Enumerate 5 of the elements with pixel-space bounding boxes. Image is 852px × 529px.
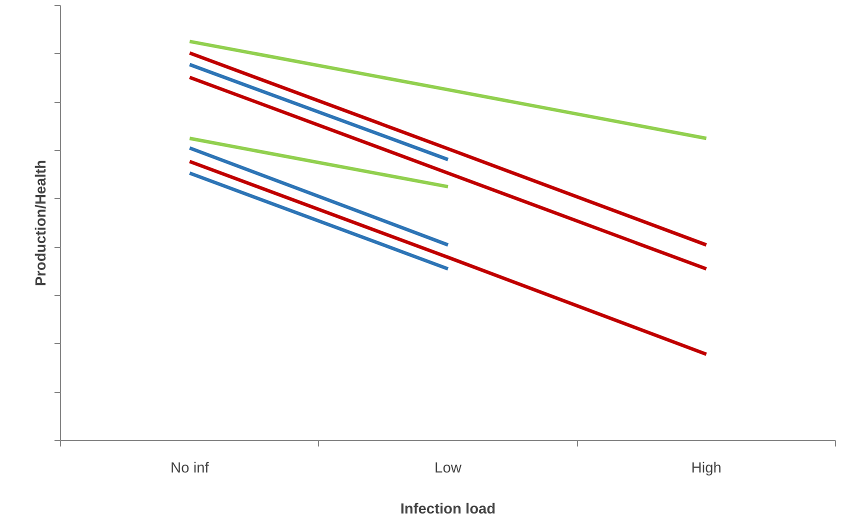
x-axis-title: Infection load [400,502,496,518]
x-tick-label: High [691,460,722,476]
y-axis-title: Production/Health [34,160,50,286]
x-tick-label: No inf [170,460,210,476]
x-tick-label: Low [434,460,462,476]
